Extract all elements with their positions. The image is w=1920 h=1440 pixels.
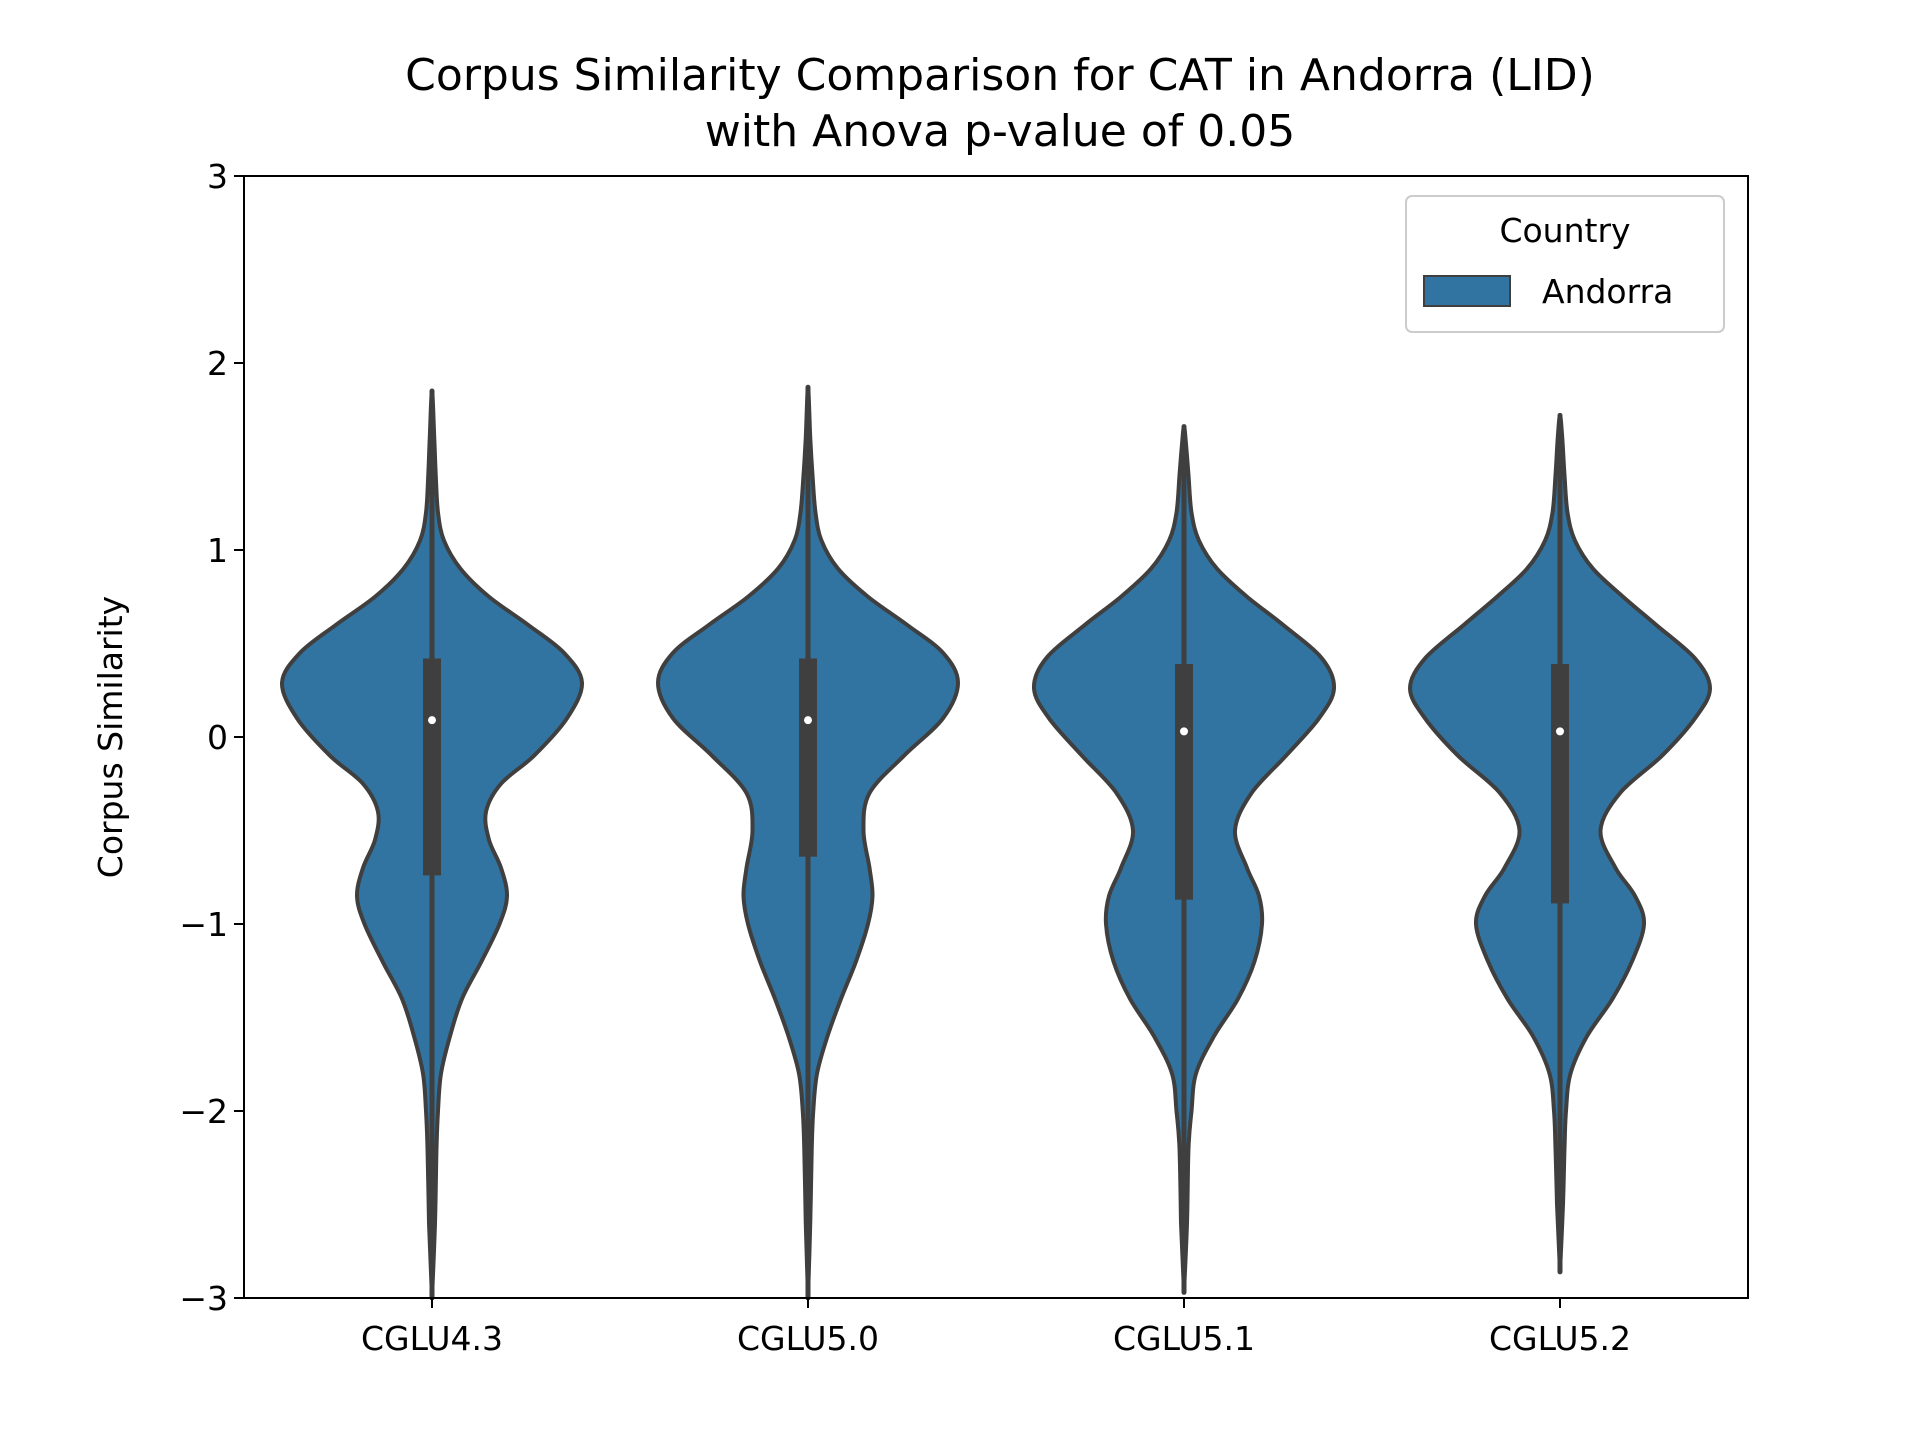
- violin-cglu5-0: [656, 384, 960, 1301]
- violin-median-dot: [1556, 727, 1564, 736]
- x-axis: CGLU4.3 CGLU5.0 CGLU5.1 CGLU5.2: [361, 1298, 1631, 1358]
- y-axis-label: Corpus Similarity: [91, 596, 130, 878]
- violin-cglu5-1: [1031, 424, 1337, 1295]
- y-tick-label: 3: [207, 157, 228, 196]
- y-tick-label: 1: [207, 531, 228, 570]
- legend-entry-label: Andorra: [1542, 272, 1673, 311]
- y-tick-label: −1: [179, 905, 228, 944]
- violin-cglu4-3: [280, 388, 584, 1301]
- x-tick-label: CGLU5.2: [1489, 1319, 1631, 1358]
- x-tick-label: CGLU4.3: [361, 1319, 503, 1358]
- violin-median-dot: [428, 716, 436, 725]
- violin-iqr-box: [799, 658, 817, 857]
- y-tick-label: 2: [207, 344, 228, 383]
- legend: Country Andorra: [1405, 195, 1725, 333]
- y-tick-label: −2: [179, 1092, 228, 1131]
- violin-iqr-box: [1175, 664, 1193, 900]
- violin-median-dot: [1180, 727, 1188, 736]
- y-tick-label: −3: [179, 1279, 228, 1318]
- violin-iqr-box: [1551, 664, 1569, 904]
- violin-iqr-box: [423, 658, 441, 876]
- legend-title: Country: [1499, 211, 1630, 250]
- x-tick-label: CGLU5.1: [1113, 1319, 1255, 1358]
- violin-cglu5-2: [1408, 412, 1712, 1275]
- y-tick-label: 0: [207, 718, 228, 757]
- violins-layer: [280, 384, 1712, 1301]
- chart-title: Corpus Similarity Comparison for CAT in …: [405, 50, 1595, 101]
- legend-swatch: [1423, 275, 1511, 307]
- x-tick-label: CGLU5.0: [737, 1319, 879, 1358]
- chart-subtitle: with Anova p-value of 0.05: [705, 106, 1295, 157]
- violin-median-dot: [804, 716, 812, 725]
- y-axis: −3 −2 −1 0 1 2 3: [179, 157, 244, 1318]
